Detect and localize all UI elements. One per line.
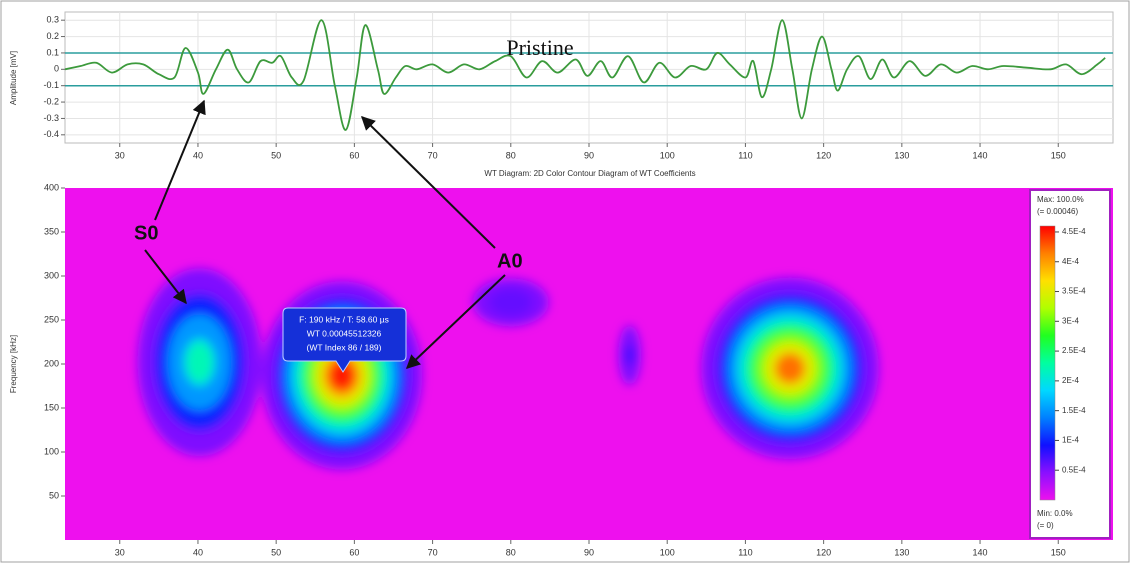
annotation: S0 [134,222,158,244]
y-axis-label: Frequency [kHz] [9,335,18,393]
y-tick-label: 300 [44,270,59,280]
x-tick-label: 50 [271,547,281,557]
y-tick-label: 350 [44,226,59,236]
y-tick-label: -0.1 [43,80,59,90]
x-tick-label: 120 [816,547,831,557]
colorbar-tick-label: 4.5E-4 [1062,227,1086,236]
y-tick-label: 200 [44,358,59,368]
x-tick-label: 100 [660,547,675,557]
x-tick-label: 140 [973,547,988,557]
x-tick-label: 90 [584,150,594,160]
colorbar-tick-label: 1.5E-4 [1062,406,1086,415]
y-tick-label: 0.1 [46,47,59,57]
y-tick-label: 0.2 [46,31,59,41]
x-tick-label: 110 [738,547,752,557]
colorbar-tick-label: 2E-4 [1062,376,1079,385]
colorbar [1039,225,1056,501]
tooltip-text: WT 0.00045512326 [307,328,382,338]
x-tick-label: 150 [1051,150,1066,160]
contour-peak [488,288,533,317]
contour-peak [625,344,634,366]
colorbar-min-value: (= 0) [1037,521,1054,530]
y-tick-label: 150 [44,402,59,412]
tooltip: F: 190 kHz / T: 58.60 µs WT 0.0004551232… [282,307,407,373]
colorbar-max: Max: 100.0% [1037,195,1084,204]
x-tick-label: 30 [115,150,125,160]
colorbar-tick-label: 3.5E-4 [1062,287,1086,296]
x-tick-label: 30 [115,547,125,557]
contour-peak [328,359,356,392]
x-tick-label: 130 [894,547,909,557]
chart-title: WT Diagram: 2D Color Contour Diagram of … [484,169,695,178]
arrow [361,116,496,249]
y-axis-label: Amplitude [mV] [9,51,18,105]
x-tick-label: 40 [193,150,203,160]
colorbar-tick-label: 2.5E-4 [1062,346,1086,355]
colorbar-tick-label: 4E-4 [1062,257,1079,266]
x-tick-label: 120 [816,150,831,160]
x-tick-label: 60 [349,150,359,160]
contour-peak [774,353,806,384]
y-tick-label: 400 [44,182,59,192]
x-tick-label: 80 [506,150,516,160]
x-tick-label: 90 [584,547,594,557]
y-tick-label: 0.3 [46,15,59,25]
colorbar-max-value: (= 0.00046) [1037,207,1078,216]
arrow [144,249,187,305]
x-tick-label: 80 [506,547,516,557]
y-tick-label: -0.4 [43,129,59,139]
colorbar-min: Min: 0.0% [1037,509,1073,518]
y-tick-label: -0.3 [43,113,59,123]
y-tick-label: 250 [44,314,59,324]
tooltip-text: (WT Index 86 / 189) [307,342,382,352]
x-tick-label: 70 [428,150,438,160]
tooltip-text: F: 190 kHz / T: 58.60 µs [299,314,389,324]
heatmap [65,188,1113,540]
arrow [405,274,506,369]
contour-peak [186,343,213,382]
x-tick-label: 40 [193,547,203,557]
x-tick-label: 140 [973,150,988,160]
y-tick-label: 50 [49,490,59,500]
colorbar-tick-label: 3E-4 [1062,316,1079,325]
x-tick-label: 130 [894,150,909,160]
x-tick-label: 110 [738,150,752,160]
colorbar-tick-label: 0.5E-4 [1062,465,1086,474]
x-tick-label: 100 [660,150,675,160]
colorbar-tick-label: 1E-4 [1062,436,1079,445]
y-tick-label: 100 [44,446,59,456]
annotation: Pristine [506,35,573,60]
y-tick-label: -0.2 [43,96,59,106]
arrow [154,99,206,221]
annotation: A0 [497,250,523,272]
line-series [64,19,1106,131]
y-tick-label: 0 [54,64,59,74]
x-tick-label: 50 [271,150,281,160]
arrows [144,99,506,369]
tooltip-box [282,307,407,373]
x-tick-label: 70 [428,547,438,557]
x-tick-label: 60 [349,547,359,557]
x-tick-label: 150 [1051,547,1066,557]
